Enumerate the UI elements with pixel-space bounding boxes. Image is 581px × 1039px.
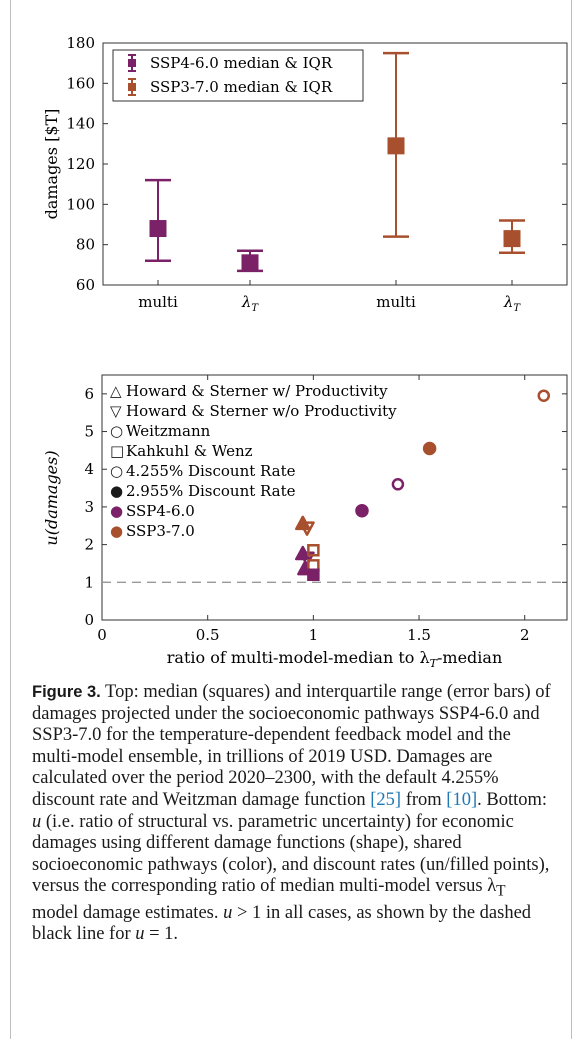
bot-xtick-label: 1 [309,626,319,644]
figure-frame [10,0,572,1039]
bot-xlabel: ratio of multi-model-median to λT-median [167,648,503,670]
legend-square-icon [128,59,136,67]
bot-legend-symbol: □ [110,442,124,460]
top-ytick-label: 160 [66,74,95,92]
bot-ytick-label: 1 [84,573,94,591]
bot-xtick-label: 1.5 [407,626,431,644]
errorbar-point [499,219,525,254]
top-ytick-label: 140 [66,115,95,133]
bot-legend-symbol: ● [110,522,123,540]
scatter-point-square [307,568,320,582]
bot-ytick-label: 4 [84,460,94,478]
bot-legend-label: SSP3-7.0 [126,522,195,540]
bot-legend-symbol: ○ [110,462,123,480]
top-xtick-label: multi [376,293,416,311]
top-ytick-label: 60 [76,276,95,294]
top-xtick-label: multi [138,293,178,311]
caption-text-7: = 1. [144,924,179,945]
bot-legend-symbol: ● [110,482,123,500]
top-ytick-label: 120 [66,155,95,173]
scatter-point-circle [355,503,369,518]
caption-sub-T: T [496,883,506,901]
scatter-point-circle [537,389,550,402]
caption-u-2: u [223,902,233,923]
bot-ytick-label: 6 [84,385,94,403]
top-legend-label: SSP3-7.0 median & IQR [150,78,333,96]
top-legend-box [112,49,364,102]
bot-legend-symbol: ● [110,502,123,520]
bot-xtick-label: 0 [97,626,107,644]
bot-ytick-label: 0 [84,611,94,629]
median-square [241,254,259,272]
caption-ref-25[interactable]: [25] [370,789,402,810]
scatter-point-triangle-down [299,551,315,567]
scatter-point-circle [422,441,437,456]
caption-text-1: Top: median (squares) and interquartile … [32,682,551,810]
bot-legend-label: 4.255% Discount Rate [126,462,296,480]
top-ytick-label: 180 [66,34,95,52]
bot-legend-label: Howard & Sterner w/o Productivity [126,402,397,420]
top-ylabel: damages [$T] [42,109,61,220]
top-xtick-label: λT [241,293,260,314]
top-ytick-label: 100 [66,195,95,213]
uncertainty-scatter-chart: 0 1 2 3 4 5 6 0 0.5 1 1.5 2 ratio of multi-model-med… [42,374,568,670]
median-square [149,220,167,238]
scatter-point-triangle-down [299,521,315,536]
top-xtick-label: λT [503,293,522,314]
top-ytick-label: 80 [76,236,95,254]
errorbar-point [383,51,409,238]
scatter-point-circle [391,478,405,491]
figure-caption: Figure 3. Top: median (squares) and inte… [32,682,554,946]
bot-xtick-label: 0.5 [196,626,220,644]
bot-xtick-label: 2 [520,626,530,644]
bot-plot-frame [101,374,568,621]
errorbar-point [145,178,171,263]
caption-lead: Figure 3. [32,683,101,701]
bot-legend-symbol: △ [110,382,122,400]
bot-legend-label: 2.955% Discount Rate [126,482,296,500]
bot-legend-label: Howard & Sterner w/ Productivity [126,382,388,400]
damages-errorbar-chart: 60 80 100 120 140 160 180 multi λT multi λT damages… [42,34,568,314]
caption-ref-10[interactable]: [10] [446,789,478,810]
median-square [387,137,405,155]
bot-ytick-label: 3 [84,498,94,516]
caption-text-2: from [401,789,447,810]
bot-ylabel: u(damages) [42,450,61,545]
bot-ytick-label: 2 [84,536,94,554]
bot-ytick-label: 5 [84,423,94,441]
top-legend-label: SSP4-6.0 median & IQR [150,54,333,72]
bot-legend-symbol: ▽ [110,402,122,420]
caption-u-1: u [32,811,42,832]
median-square [503,230,521,248]
errorbar-point [237,249,263,273]
bot-legend-label: Kahkuhl & Wenz [126,442,253,460]
bot-legend-label: SSP4-6.0 [126,502,195,520]
caption-text-6: > 1 in all cases, as shown by the dashed… [32,902,532,945]
bot-legend-label: Weitzmann [126,422,211,440]
caption-text-5: model damage estimates. [32,902,224,923]
caption-text-4: (i.e. ratio of structural vs. parametric… [32,811,550,897]
legend-square-icon [128,83,136,91]
caption-text-3: . Bottom: [477,789,548,810]
bot-legend-symbol: ○ [110,422,123,440]
caption-u-3: u [135,924,145,945]
scatter-point-square [307,544,320,557]
